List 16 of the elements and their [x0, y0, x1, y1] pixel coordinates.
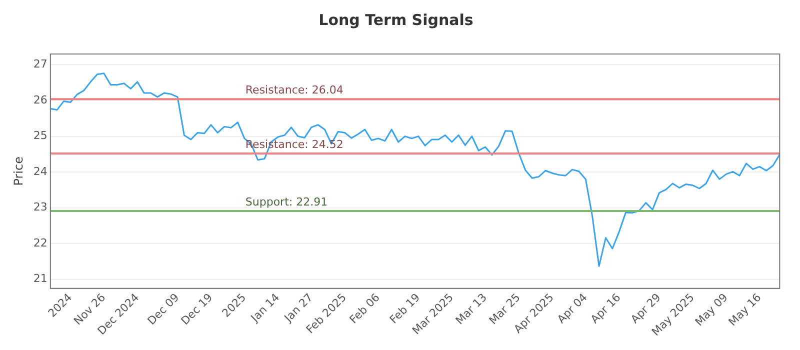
x-tick-label: Apr 16 [588, 290, 624, 326]
y-axis-title: Price [11, 156, 26, 186]
y-tick-label: 21 [33, 272, 48, 286]
x-tick-label: Feb 06 [347, 290, 382, 326]
ref-line-label: Support: 22.91 [245, 195, 328, 208]
y-tick-label: 24 [33, 164, 48, 178]
chart-title: Long Term Signals [318, 10, 474, 29]
x-tick-label: Apr 04 [554, 290, 590, 326]
y-tick-label: 27 [33, 58, 48, 71]
y-tick-label: 22 [33, 236, 48, 250]
y-tick-label: 26 [33, 93, 48, 106]
y-tick-label: 23 [33, 200, 48, 214]
x-tick-label: Jan 14 [248, 290, 282, 326]
y-tick-label: 25 [33, 129, 48, 142]
x-tick-label: Mar 13 [453, 290, 490, 328]
ref-line-label: Resistance: 26.04 [245, 83, 344, 96]
